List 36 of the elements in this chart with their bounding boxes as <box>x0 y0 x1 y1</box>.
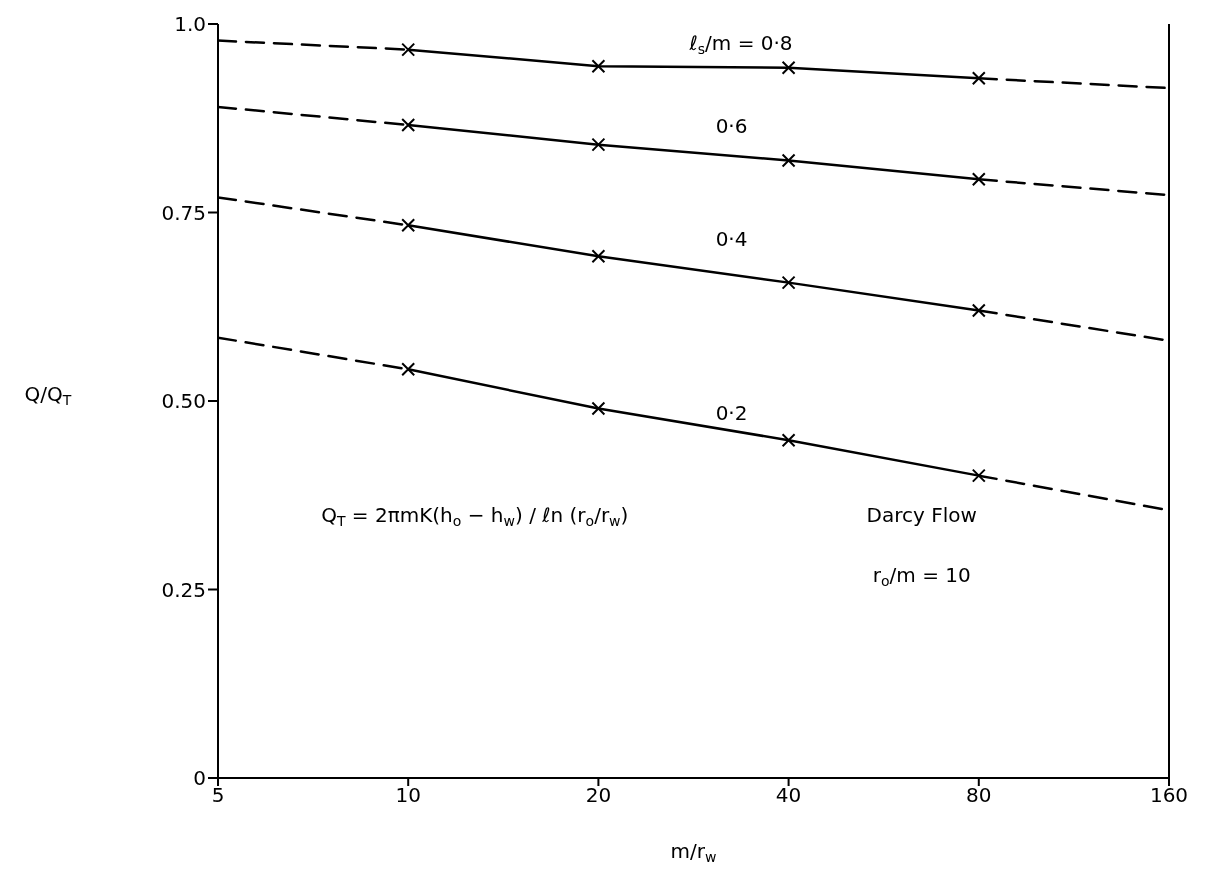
point <box>971 303 986 318</box>
point <box>781 153 796 168</box>
y-tick-label: 1.0 <box>174 12 206 37</box>
x-tick-label: 80 <box>966 783 992 808</box>
y-tick-label: 0.75 <box>161 200 206 225</box>
y-tick-label: 0 <box>193 766 206 791</box>
annotation: ℓ$_{s}$/m = 0·8 <box>688 31 793 58</box>
annotation: r$_{o}$/m = 10 <box>872 562 971 590</box>
x-tick-label: 10 <box>395 783 421 808</box>
annotation: 0·2 <box>715 400 748 425</box>
annotation: Darcy Flow <box>866 502 977 527</box>
point <box>971 468 986 483</box>
point <box>591 401 606 416</box>
point <box>591 137 606 152</box>
x-axis-title: m/r$_{w}$ <box>670 839 717 866</box>
y-tick-label: 0.25 <box>161 577 206 602</box>
point <box>401 118 416 133</box>
x-tick-label: 20 <box>585 783 612 808</box>
x-tick-label: 5 <box>211 783 225 808</box>
text: Q$_{T}$ = 2πmK(h$_{o}$ − h$_{w}$) / ℓn (r$_{o}$/r$_{w}$) <box>321 502 629 529</box>
x-tick-label: 160 <box>1149 783 1189 808</box>
point <box>781 433 796 448</box>
annotation: 0·6 <box>715 114 748 139</box>
point <box>591 249 606 264</box>
point <box>401 362 416 377</box>
annotation: 0·4 <box>715 227 748 252</box>
point <box>971 172 986 187</box>
point <box>401 42 416 57</box>
point <box>781 60 796 75</box>
y-tick-label: 0.50 <box>161 389 206 414</box>
point <box>591 59 606 74</box>
point <box>971 71 986 86</box>
y-axis-title: Q/Q$_{T}$ <box>24 382 72 409</box>
point <box>781 275 796 290</box>
x-tick-label: 40 <box>775 783 802 808</box>
point <box>401 218 416 233</box>
